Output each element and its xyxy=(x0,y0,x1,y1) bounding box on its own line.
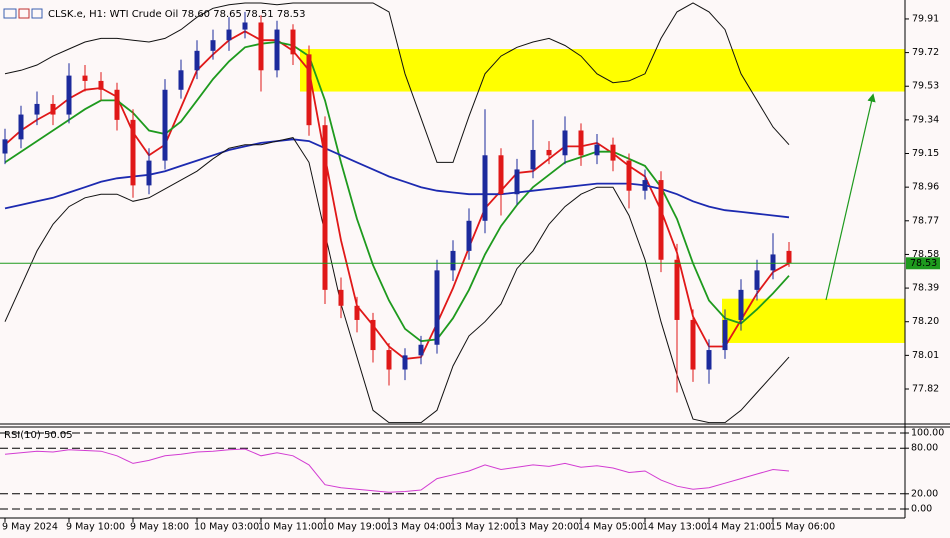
candle-body xyxy=(610,144,616,161)
y-tick-label: 78.96 xyxy=(912,182,939,193)
x-tick-label: 10 May 03:00 xyxy=(194,522,259,533)
x-tick-label: 13 May 04:00 xyxy=(386,522,451,533)
x-tick-label: 14 May 13:00 xyxy=(642,522,707,533)
candle-body xyxy=(690,319,696,370)
candle-body xyxy=(306,54,312,126)
forecast-arrow xyxy=(825,93,876,301)
indicator-line xyxy=(4,2,790,163)
candle-body xyxy=(370,319,376,351)
candle-body xyxy=(290,29,296,55)
x-tick-label: 10 May 11:00 xyxy=(258,522,323,533)
candle-body xyxy=(642,180,648,191)
candle-body xyxy=(2,139,8,154)
y-tick-label: 100.00 xyxy=(911,428,944,439)
last-price-label: 78.53 xyxy=(910,258,937,269)
candle-body xyxy=(626,160,632,191)
candle-body xyxy=(434,270,440,345)
candle-body xyxy=(402,355,408,370)
chart-title: CLSK.e, H1: WTI Crude Oil 78.60 78.65 78… xyxy=(48,9,305,20)
y-tick-label: 78.01 xyxy=(912,350,939,361)
indicator-line xyxy=(4,41,790,343)
y-tick-label: 79.72 xyxy=(912,47,939,58)
icon xyxy=(31,8,43,19)
candle-body xyxy=(530,149,536,170)
candle-body xyxy=(546,149,552,156)
x-tick-label: 10 May 19:00 xyxy=(322,522,387,533)
y-tick-label: 77.82 xyxy=(912,384,939,395)
x-tick-label: 9 May 10:00 xyxy=(66,522,125,533)
indicator-line xyxy=(4,137,790,423)
x-tick-label: 13 May 12:00 xyxy=(450,522,515,533)
candle-body xyxy=(386,350,392,370)
y-tick-label: 78.20 xyxy=(912,316,939,327)
candle-body xyxy=(578,130,584,156)
candle-body xyxy=(82,75,88,81)
candle-body xyxy=(242,22,248,30)
x-tick-label: 9 May 18:00 xyxy=(130,522,189,533)
candle-body xyxy=(466,220,472,251)
icon xyxy=(18,8,30,19)
candle-body xyxy=(194,50,200,71)
candle-body xyxy=(114,89,120,120)
candle-body xyxy=(770,254,776,271)
last-price-box xyxy=(906,257,940,270)
candle-body xyxy=(738,289,744,320)
candle-body xyxy=(322,125,328,290)
y-tick-label: 78.39 xyxy=(912,283,939,294)
candle-body xyxy=(162,89,168,161)
candle-body xyxy=(34,103,40,115)
header-icons xyxy=(3,8,43,19)
zone xyxy=(300,49,905,92)
candle-body xyxy=(178,70,184,90)
y-tick-label: 0.00 xyxy=(911,504,932,515)
candle-body xyxy=(130,119,136,186)
y-tick-label: 79.53 xyxy=(912,81,939,92)
y-tick-label: 20.00 xyxy=(911,488,938,499)
candle-body xyxy=(226,29,232,41)
icon xyxy=(3,8,17,19)
y-tick-label: 80.00 xyxy=(911,443,938,454)
y-tick-label: 79.91 xyxy=(912,13,939,24)
candle-body xyxy=(146,160,152,186)
candle-body xyxy=(338,289,344,306)
candle-body xyxy=(18,114,24,140)
x-tick-label: 13 May 20:00 xyxy=(514,522,579,533)
candle-body xyxy=(706,350,712,370)
candle-body xyxy=(498,155,504,195)
candle-body xyxy=(98,80,104,90)
candle-body xyxy=(482,155,488,221)
x-tick-label: 14 May 21:00 xyxy=(706,522,771,533)
indicator-line xyxy=(4,138,790,219)
candle-body xyxy=(786,250,792,264)
plot-area xyxy=(0,2,905,423)
x-tick-label: 9 May 2024 xyxy=(2,522,58,533)
candle-body xyxy=(562,130,568,156)
candle-body xyxy=(210,40,216,51)
candle-body xyxy=(258,22,264,71)
candle-body xyxy=(274,29,280,71)
candle-body xyxy=(722,319,728,351)
candle-body xyxy=(354,305,360,320)
indicator-line xyxy=(4,30,790,360)
candle-body xyxy=(674,259,680,320)
candle-body xyxy=(754,270,760,290)
zone xyxy=(722,298,905,343)
indicator-title: RSI(10) 50.05 xyxy=(4,430,73,441)
candle-body xyxy=(594,144,600,156)
y-tick-label: 78.77 xyxy=(912,215,939,226)
candle-body xyxy=(66,75,72,115)
candle-body xyxy=(450,250,456,271)
x-tick-label: 15 May 06:00 xyxy=(770,522,835,533)
y-tick-label: 78.58 xyxy=(912,249,939,260)
candle-body xyxy=(418,344,424,356)
x-tick-label: 14 May 05:00 xyxy=(578,522,643,533)
candle-body xyxy=(514,169,520,195)
rsi-line xyxy=(4,448,790,493)
y-tick-label: 79.15 xyxy=(912,148,939,159)
y-tick-label: 79.34 xyxy=(912,114,939,125)
candle-body xyxy=(50,103,56,115)
candle-body xyxy=(658,180,664,260)
